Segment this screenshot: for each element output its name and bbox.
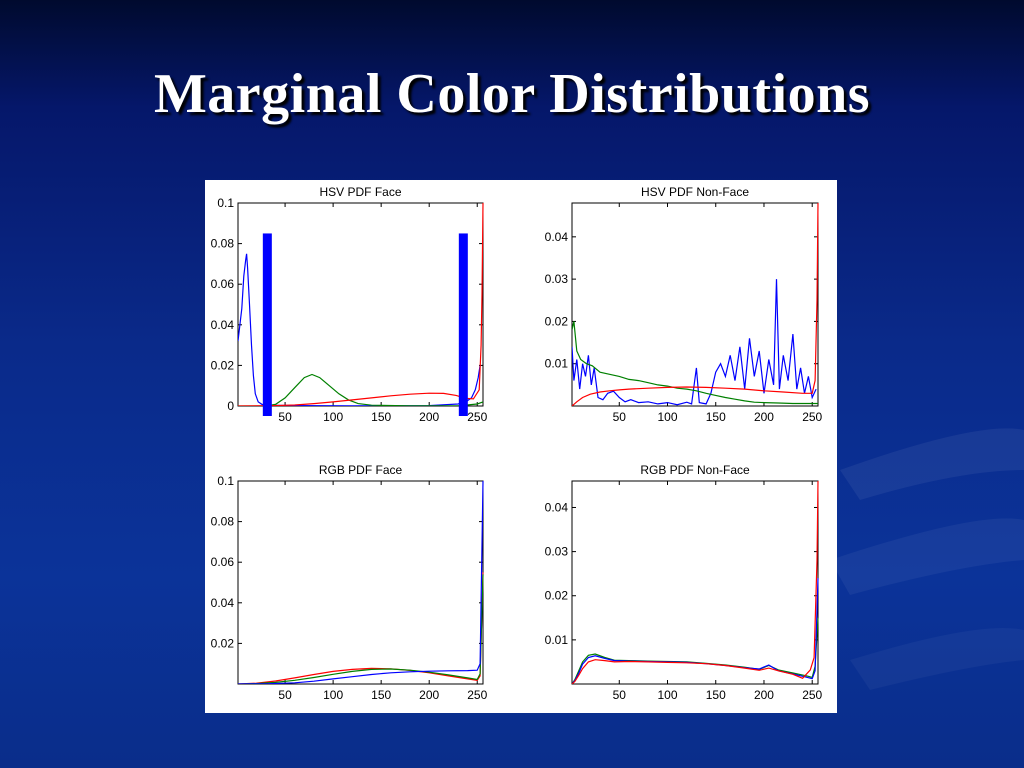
x-tick-label: 250 xyxy=(467,410,487,424)
series-line xyxy=(238,572,484,684)
x-tick-label: 100 xyxy=(323,688,343,702)
y-tick-label: 0.04 xyxy=(545,500,569,514)
series-line xyxy=(572,578,819,684)
x-tick-label: 100 xyxy=(657,410,677,424)
x-tick-label: 250 xyxy=(802,410,822,424)
slide-title: Marginal Color Distributions xyxy=(153,63,871,125)
y-tick-label: 0.02 xyxy=(211,358,235,372)
x-tick-label: 150 xyxy=(371,410,391,424)
y-tick-label: 0.02 xyxy=(545,589,569,603)
y-tick-label: 0.01 xyxy=(545,357,569,371)
x-tick-label: 100 xyxy=(323,410,343,424)
figure-canvas: HSV PDF Face 50 100 150 200 250 0 0.02 0.04 0.06 0… xyxy=(211,185,823,702)
y-tick-label: 0.03 xyxy=(545,272,569,286)
series-line xyxy=(238,480,484,684)
chart-hsv-nonface: HSV PDF Non-Face 50 100 150 200 250 0.01 0.02 0.… xyxy=(545,185,823,424)
y-tick-label: 0.04 xyxy=(545,230,569,244)
series-line xyxy=(572,617,819,684)
axes-box xyxy=(237,480,484,685)
y-tick-label: 0.1 xyxy=(217,474,234,488)
series-line xyxy=(238,574,484,684)
series-line xyxy=(572,279,817,406)
series-line xyxy=(572,202,819,406)
x-tick-label: 50 xyxy=(613,410,627,424)
chart-hsv-face: HSV PDF Face 50 100 150 200 250 0 0.02 0.04 0.06 0… xyxy=(211,185,488,424)
y-tick-label: 0.01 xyxy=(545,633,569,647)
y-tick-label: 0.02 xyxy=(545,314,569,328)
x-tick-label: 200 xyxy=(754,688,774,702)
x-tick-label: 100 xyxy=(657,688,677,702)
y-tick-label: 0.06 xyxy=(211,277,235,291)
threshold-bar xyxy=(458,233,468,416)
chart-rgb-nonface: RGB PDF Non-Face 50 100 150 200 250 0.01 0.02 0.… xyxy=(545,463,823,702)
y-tick-label: 0.08 xyxy=(211,515,235,529)
x-tick-label: 250 xyxy=(467,688,487,702)
y-tick-label: 0.1 xyxy=(217,196,234,210)
chart-title: HSV PDF Non-Face xyxy=(641,185,749,199)
y-tick-label: 0 xyxy=(227,399,234,413)
series-line xyxy=(572,480,819,684)
figure-panel: HSV PDF Face 50 100 150 200 250 0 0.02 0.04 0.06 0… xyxy=(205,180,837,713)
x-tick-label: 50 xyxy=(613,688,627,702)
chart-title: HSV PDF Face xyxy=(319,185,401,199)
axes-box xyxy=(237,202,484,407)
series-line xyxy=(238,373,484,406)
x-tick-label: 150 xyxy=(706,688,726,702)
chart-title: RGB PDF Face xyxy=(319,463,403,477)
chart-rgb-face: RGB PDF Face 50 100 150 200 250 0.02 0.04 0.06 0.… xyxy=(211,463,488,702)
y-tick-label: 0.02 xyxy=(211,636,235,650)
x-tick-label: 50 xyxy=(278,688,292,702)
x-tick-label: 200 xyxy=(419,410,439,424)
x-tick-label: 150 xyxy=(706,410,726,424)
y-tick-label: 0.04 xyxy=(211,596,235,610)
x-tick-label: 200 xyxy=(419,688,439,702)
series-line xyxy=(238,202,484,406)
y-tick-label: 0.03 xyxy=(545,545,569,559)
series-line xyxy=(238,253,481,406)
chart-title: RGB PDF Non-Face xyxy=(640,463,750,477)
threshold-bar xyxy=(262,233,272,416)
x-tick-label: 250 xyxy=(802,688,822,702)
y-tick-label: 0.06 xyxy=(211,555,235,569)
x-tick-label: 200 xyxy=(754,410,774,424)
x-tick-label: 150 xyxy=(371,688,391,702)
axes-box xyxy=(571,202,819,407)
x-tick-label: 50 xyxy=(278,410,292,424)
axes-box xyxy=(571,480,819,685)
y-tick-label: 0.08 xyxy=(211,237,235,251)
y-tick-label: 0.04 xyxy=(211,318,235,332)
